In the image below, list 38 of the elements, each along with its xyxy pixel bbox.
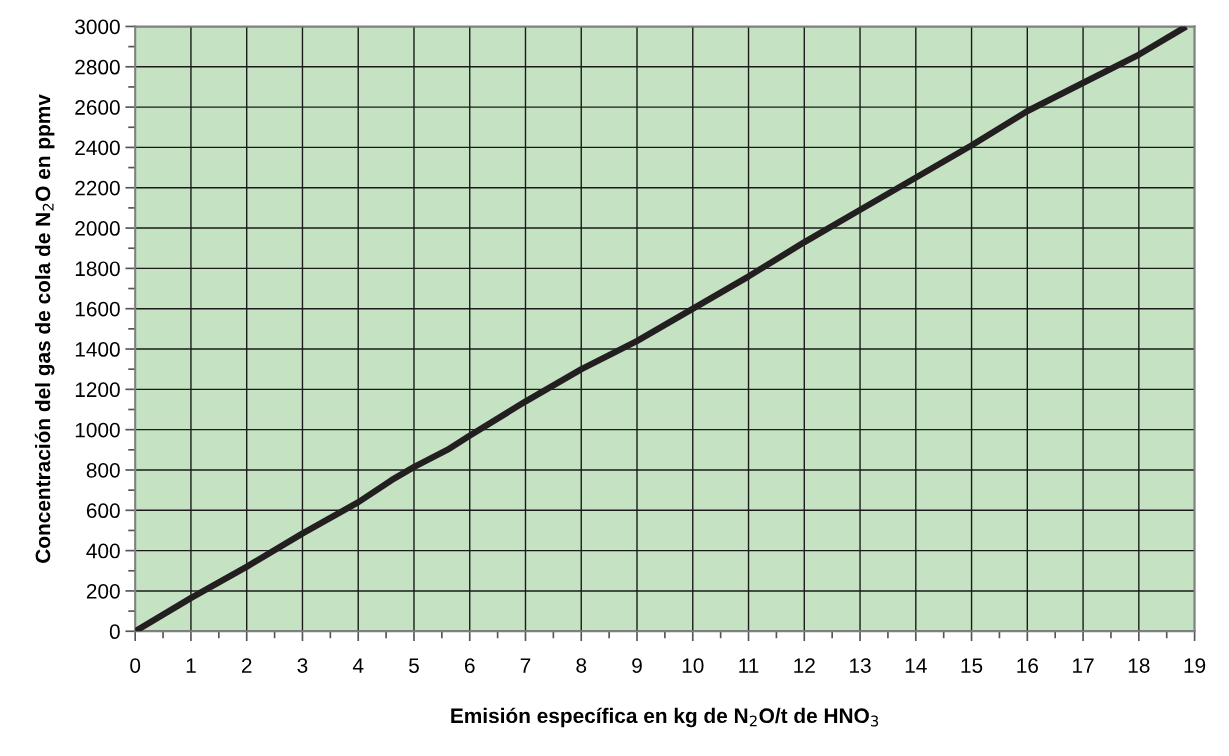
x-tick-label: 17 xyxy=(1073,658,1094,673)
x-tick-label: 10 xyxy=(682,658,704,673)
x-tick-label: 16 xyxy=(1017,658,1038,673)
x-tick-label: 7 xyxy=(520,658,531,673)
y-tick-label: 2200 xyxy=(75,180,120,196)
y-tick-label: 2800 xyxy=(75,59,120,75)
x-tick-label: 14 xyxy=(905,658,927,673)
y-tick-label: 2000 xyxy=(75,221,120,236)
x-tick-label: 4 xyxy=(352,658,364,673)
y-tick-label: 400 xyxy=(86,543,120,559)
y-tick-label: 1800 xyxy=(75,261,120,277)
x-tick-label: 18 xyxy=(1128,658,1150,673)
y-tick-label: 2600 xyxy=(75,100,120,115)
x-tick-label: 0 xyxy=(130,658,141,673)
x-tick-label: 5 xyxy=(409,658,419,673)
y-tick-label: 1600 xyxy=(75,301,120,317)
x-tick-label: 11 xyxy=(739,658,759,673)
y-axis-title: Concentración del gas de cola de N$_{2}$O en ppmv xyxy=(34,94,55,563)
x-axis-title: Emisión específica en kg de N$_{2}$O/t de HNO$_{3}$ xyxy=(451,707,879,728)
x-tick-label: 19 xyxy=(1184,658,1206,673)
x-tick-label: 12 xyxy=(794,658,815,673)
y-tick-label: 3000 xyxy=(75,19,120,35)
y-tick-label: 1000 xyxy=(75,422,120,438)
x-tick-label: 9 xyxy=(632,658,642,673)
y-tick-label: 1400 xyxy=(75,342,120,357)
y-tick-label: 1200 xyxy=(75,382,120,398)
x-tick-label: 15 xyxy=(961,658,983,673)
x-tick-label: 13 xyxy=(850,658,871,673)
y-tick-label: 2400 xyxy=(75,140,120,156)
x-tick-label: 8 xyxy=(576,658,587,673)
x-tick-label: 6 xyxy=(465,658,475,673)
x-tick-label: 3 xyxy=(297,658,308,673)
y-tick-label: 200 xyxy=(86,583,120,599)
x-tick-label: 2 xyxy=(241,658,252,673)
y-tick-label: 600 xyxy=(86,503,120,519)
y-tick-label: 0 xyxy=(109,624,120,640)
y-tick-label: 800 xyxy=(86,462,120,478)
x-tick-label: 1 xyxy=(186,658,196,673)
